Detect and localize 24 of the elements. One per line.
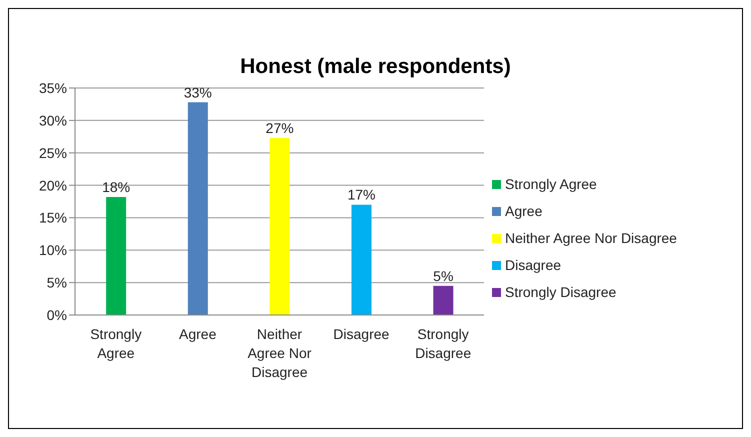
data-label: 18%: [102, 178, 130, 195]
legend-label: Strongly Agree: [505, 176, 597, 192]
chart-title: Honest (male respondents): [240, 55, 511, 78]
legend-label: Disagree: [505, 256, 562, 272]
y-tick-label: 25%: [38, 144, 67, 161]
data-label: 27%: [266, 120, 294, 136]
y-tick-label: 30%: [38, 112, 67, 128]
legend-label: Agree: [505, 202, 542, 218]
y-tick-label: 5%: [46, 274, 67, 291]
y-tick-label: 35%: [38, 80, 67, 96]
x-tick-label: Neither Agree Nor Disagree: [248, 326, 312, 380]
legend-label: Strongly Disagree: [505, 284, 616, 300]
x-tick-label: Agree: [179, 326, 217, 342]
x-tick-label: Strongly Agree: [90, 326, 142, 361]
data-label: 5%: [433, 268, 454, 284]
y-tick-label: 10%: [38, 242, 67, 258]
y-tick-label: 15%: [38, 210, 67, 226]
y-tick-label: 20%: [38, 177, 67, 194]
y-tick-label: 0%: [46, 306, 67, 323]
x-tick-label: Disagree: [333, 326, 390, 342]
data-label: 17%: [347, 186, 376, 203]
data-label: 33%: [184, 84, 212, 100]
legend-label: Neither Agree Nor Disagree: [505, 230, 677, 246]
x-tick-label: Strongly Disagree: [415, 326, 472, 361]
